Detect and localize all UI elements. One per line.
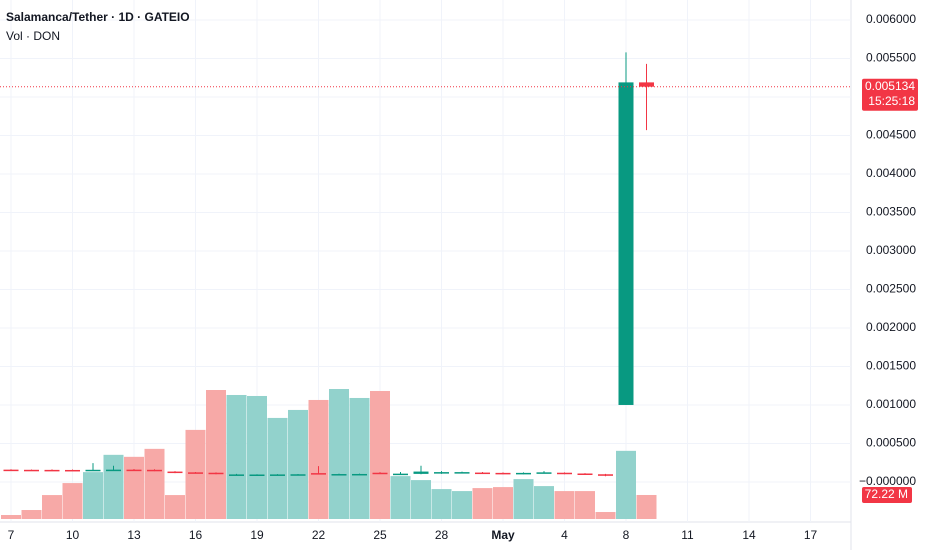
candle-body [598,474,613,476]
candle-body [413,471,429,474]
x-tick-label: 19 [250,528,264,542]
volume-label-box [862,486,912,503]
candle-body [311,473,326,475]
candle-body [536,472,552,474]
volume-bar [226,394,247,519]
x-tick-label: 25 [373,528,387,542]
volume-bar [616,450,636,519]
candle-body [3,469,19,472]
last-price-box [862,78,918,111]
volume-bar [185,429,206,519]
last-price-label: 0.005134 [865,79,915,93]
volume-bar [534,486,554,519]
y-tick-label: 0.005500 [866,51,916,65]
volume-bar [390,476,411,519]
x-tick-label: 4 [561,528,568,542]
volume-bar [349,397,370,519]
candle-body [106,469,121,472]
x-tick-label: 16 [189,528,203,542]
volume-bar [144,448,165,519]
volume-bar [165,495,185,519]
candle-body [393,473,408,476]
chart-title: Salamanca/Tether · 1D · GATEIO [6,10,190,24]
candle-body [352,473,367,476]
volume-bar [83,472,103,519]
candle-body [270,474,285,476]
candle-body [24,469,39,472]
x-tick-label: 11 [681,528,694,542]
volume-bar [513,479,534,519]
volume-bar [21,510,42,519]
volume-bar [42,495,62,519]
volume-bar [329,389,349,519]
chart-subtitle: Vol · DON [6,29,60,43]
volume-bar [62,483,83,519]
candle-body [331,474,347,476]
candle-body [229,474,244,476]
volume-bar [636,494,657,519]
candle-body [208,472,224,475]
volume-bar [575,491,595,519]
candle-body [639,82,654,87]
volume-bar [1,515,21,519]
y-tick-label: 0.006000 [866,12,916,26]
y-tick-label: 0.004500 [866,128,916,142]
y-tick-label: 0.003500 [866,205,916,219]
volume-bar [431,489,452,519]
volume-bar [247,395,267,519]
x-tick-label: 14 [742,528,756,542]
candle-body [454,472,470,474]
candle-body [516,472,531,475]
volume-bar [411,480,431,519]
candle-body [372,472,388,475]
y-tick-label: 0.004000 [866,166,916,180]
y-tick-label: −0.000000 [859,474,916,488]
volume-bar [554,491,575,519]
candle-body [147,469,162,472]
volume-bar [103,454,124,519]
x-tick-label: 7 [8,528,15,542]
volume-bar [493,487,513,519]
y-tick-label: 0.001000 [866,397,916,411]
x-tick-label: 10 [66,528,80,542]
candle-body [126,469,142,472]
x-tick-label: 17 [804,528,818,542]
x-tick-label: May [491,528,515,542]
candle-body [557,472,572,475]
countdown: 15:25:18 [868,94,915,108]
y-tick-label: 0.001500 [866,359,916,373]
candle-body [167,471,183,474]
volume-bar [124,456,144,519]
candle-body [577,473,593,475]
y-tick-label: 0.002500 [866,282,916,296]
volume-bar [595,512,616,519]
x-tick-label: 22 [312,528,326,542]
candle-body [434,472,449,474]
volume-bar [206,389,226,519]
volume-bar [452,491,472,519]
y-tick-label: 0.000500 [866,436,916,450]
candle-body [188,472,203,474]
candle-body [65,469,80,472]
volume-bar [288,409,308,519]
y-tick-label: 0.002000 [866,320,916,334]
candle-body [495,472,511,475]
volume-bar [472,488,493,519]
x-tick-label: 8 [623,528,630,542]
x-tick-label: 13 [127,528,141,542]
candle-body [290,474,306,476]
volume-bar [267,417,288,519]
candle-body [249,474,265,476]
candle-body [618,82,634,405]
volume-label: 72.22 M [865,487,908,501]
y-tick-label: 0.003000 [866,243,916,257]
candle-body [44,469,60,472]
x-tick-label: 28 [435,528,449,542]
volume-bar [308,399,329,519]
candle-body [475,472,490,475]
candle-body [85,469,101,472]
volume-bar [370,390,390,519]
